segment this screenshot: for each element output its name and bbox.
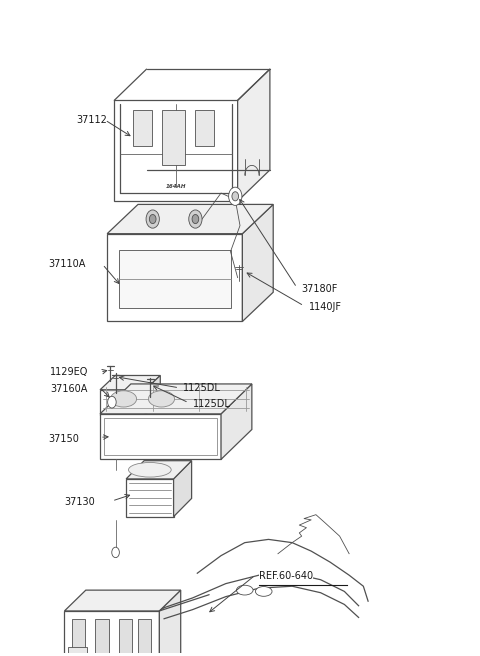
Text: 37160A: 37160A bbox=[50, 384, 87, 394]
Polygon shape bbox=[174, 461, 192, 517]
Text: 37112: 37112 bbox=[76, 115, 107, 125]
Text: 37130: 37130 bbox=[64, 497, 95, 507]
Text: 1125DL: 1125DL bbox=[192, 399, 230, 409]
Polygon shape bbox=[242, 205, 273, 321]
Text: 164AH: 164AH bbox=[166, 184, 186, 190]
Text: 1140JF: 1140JF bbox=[309, 302, 342, 312]
Circle shape bbox=[146, 210, 159, 228]
Bar bbox=[138, 619, 151, 656]
Text: 37110A: 37110A bbox=[48, 259, 85, 269]
Circle shape bbox=[228, 187, 242, 205]
Circle shape bbox=[149, 215, 156, 224]
Bar bbox=[119, 250, 230, 308]
Polygon shape bbox=[64, 611, 159, 656]
Polygon shape bbox=[126, 461, 192, 479]
Text: 37150: 37150 bbox=[48, 434, 79, 443]
Bar bbox=[133, 110, 152, 146]
Polygon shape bbox=[126, 479, 174, 517]
Text: 1129EQ: 1129EQ bbox=[50, 367, 89, 377]
Bar bbox=[68, 647, 87, 656]
Circle shape bbox=[112, 547, 120, 558]
Bar bbox=[96, 619, 108, 656]
Text: 1125DL: 1125DL bbox=[183, 383, 221, 393]
Polygon shape bbox=[100, 414, 221, 459]
Polygon shape bbox=[221, 384, 252, 459]
Polygon shape bbox=[122, 415, 132, 424]
Polygon shape bbox=[107, 205, 273, 234]
Polygon shape bbox=[64, 590, 180, 611]
Text: REF.60-640: REF.60-640 bbox=[259, 571, 313, 581]
Circle shape bbox=[108, 396, 116, 408]
Text: 37180F: 37180F bbox=[301, 284, 338, 294]
Polygon shape bbox=[100, 384, 252, 414]
Polygon shape bbox=[100, 375, 160, 390]
Polygon shape bbox=[238, 69, 270, 201]
Ellipse shape bbox=[237, 585, 253, 595]
Polygon shape bbox=[107, 234, 242, 321]
Bar bbox=[104, 418, 217, 455]
Ellipse shape bbox=[110, 391, 137, 407]
Polygon shape bbox=[100, 390, 145, 415]
Circle shape bbox=[232, 192, 239, 201]
Circle shape bbox=[189, 210, 202, 228]
Ellipse shape bbox=[255, 586, 272, 596]
Ellipse shape bbox=[129, 462, 171, 477]
Bar bbox=[162, 110, 185, 165]
Bar bbox=[119, 619, 132, 656]
Ellipse shape bbox=[148, 391, 175, 407]
Circle shape bbox=[192, 215, 199, 224]
Polygon shape bbox=[145, 375, 160, 415]
Bar bbox=[72, 619, 85, 656]
Bar bbox=[195, 110, 214, 146]
Polygon shape bbox=[159, 590, 180, 656]
Polygon shape bbox=[114, 100, 238, 201]
